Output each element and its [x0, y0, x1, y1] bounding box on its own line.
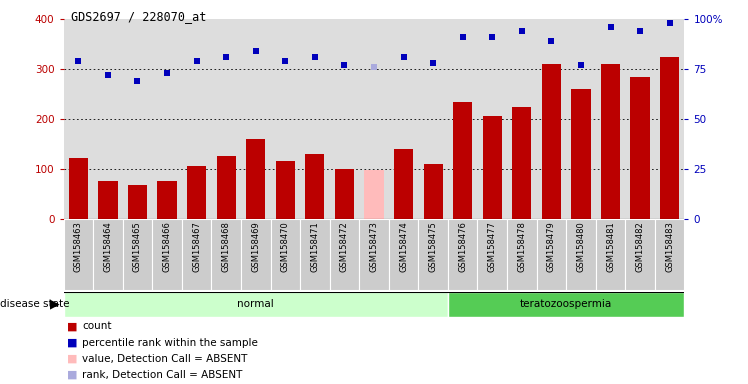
Text: GSM158482: GSM158482 [636, 221, 645, 272]
Bar [359, 219, 389, 290]
Text: disease state: disease state [0, 299, 70, 310]
Bar [217, 156, 236, 219]
Bar [595, 219, 625, 290]
Bar [330, 219, 359, 290]
Text: GDS2697 / 228070_at: GDS2697 / 228070_at [71, 10, 206, 23]
Bar [246, 139, 266, 219]
Bar [660, 57, 679, 219]
Text: normal: normal [237, 299, 274, 310]
Bar [305, 154, 325, 219]
Text: GSM158468: GSM158468 [221, 221, 230, 272]
Bar [448, 292, 684, 317]
Bar [418, 219, 448, 290]
Bar [364, 170, 384, 219]
Bar [182, 219, 212, 290]
Text: value, Detection Call = ABSENT: value, Detection Call = ABSENT [82, 354, 248, 364]
Bar [389, 219, 418, 290]
Bar [64, 292, 448, 317]
Text: GSM158465: GSM158465 [133, 221, 142, 272]
Text: count: count [82, 321, 111, 331]
Bar [477, 219, 507, 290]
Text: GSM158477: GSM158477 [488, 221, 497, 272]
Text: GSM158475: GSM158475 [429, 221, 438, 272]
Text: GSM158483: GSM158483 [665, 221, 674, 272]
Text: GSM158466: GSM158466 [162, 221, 171, 272]
Bar [157, 181, 177, 219]
Bar [542, 64, 561, 219]
Bar [276, 161, 295, 219]
Text: GSM158464: GSM158464 [103, 221, 112, 272]
Text: GSM158476: GSM158476 [459, 221, 468, 272]
Text: GSM158467: GSM158467 [192, 221, 201, 272]
Text: GSM158471: GSM158471 [310, 221, 319, 272]
Text: GSM158481: GSM158481 [606, 221, 615, 272]
Bar [423, 164, 443, 219]
Text: rank, Detection Call = ABSENT: rank, Detection Call = ABSENT [82, 370, 242, 380]
Text: GSM158473: GSM158473 [370, 221, 378, 272]
Bar [453, 102, 472, 219]
Text: teratozoospermia: teratozoospermia [520, 299, 613, 310]
Text: GSM158470: GSM158470 [280, 221, 289, 272]
Bar [625, 219, 654, 290]
Bar [94, 219, 123, 290]
Bar [335, 169, 354, 219]
Text: ■: ■ [67, 338, 78, 348]
Bar [482, 116, 502, 219]
Bar [69, 158, 88, 219]
Bar [566, 219, 595, 290]
Bar [153, 219, 182, 290]
Text: GSM158480: GSM158480 [577, 221, 586, 272]
Text: GSM158472: GSM158472 [340, 221, 349, 272]
Bar [64, 219, 94, 290]
Bar [300, 219, 330, 290]
Text: ■: ■ [67, 370, 78, 380]
Bar [631, 77, 650, 219]
Bar [241, 219, 271, 290]
Text: GSM158478: GSM158478 [518, 221, 527, 272]
Text: ■: ■ [67, 321, 78, 331]
Text: percentile rank within the sample: percentile rank within the sample [82, 338, 258, 348]
Bar [123, 219, 153, 290]
Bar [212, 219, 241, 290]
Bar [98, 182, 117, 219]
Bar [571, 89, 591, 219]
Text: GSM158469: GSM158469 [251, 221, 260, 272]
Text: GSM158463: GSM158463 [74, 221, 83, 272]
Bar [512, 107, 531, 219]
Bar [448, 219, 477, 290]
Bar [271, 219, 300, 290]
Text: GSM158479: GSM158479 [547, 221, 556, 272]
Text: ▶: ▶ [50, 298, 60, 311]
Bar [654, 219, 684, 290]
Text: GSM158474: GSM158474 [399, 221, 408, 272]
Bar [187, 166, 206, 219]
Bar [507, 219, 536, 290]
Bar [536, 219, 566, 290]
Bar [128, 185, 147, 219]
Text: ■: ■ [67, 354, 78, 364]
Bar [601, 64, 620, 219]
Bar [394, 149, 413, 219]
